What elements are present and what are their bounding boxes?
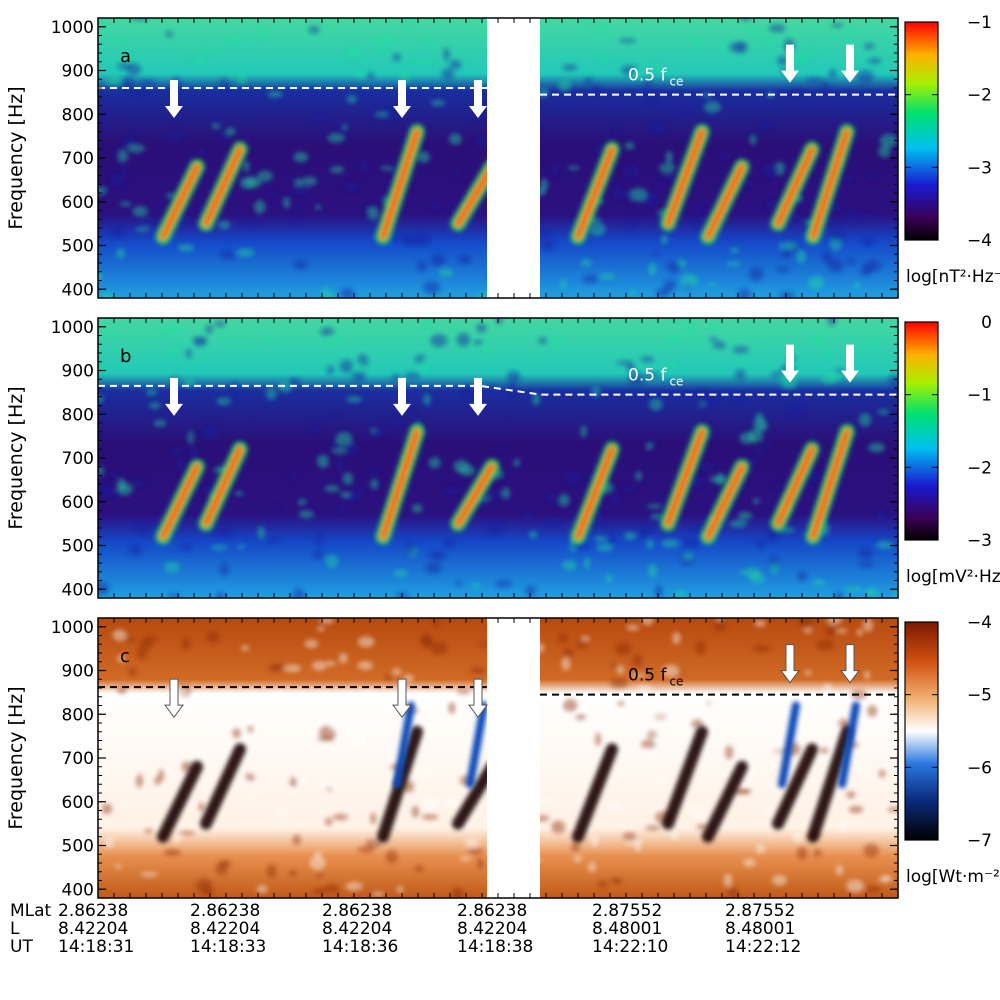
footer-value: 14:18:31: [58, 937, 134, 957]
y-tick-label: 800: [62, 405, 94, 425]
colorbar-tick-label: −3: [967, 158, 992, 178]
y-tick-label: 900: [62, 662, 94, 682]
footer-value: 8.48001: [725, 919, 795, 939]
y-tick-label: 400: [62, 580, 94, 600]
y-tick-label: 500: [62, 537, 94, 557]
down-arrow-icon: [165, 377, 183, 416]
panel-letter: c: [120, 646, 130, 667]
footer-row-label: L: [10, 919, 20, 939]
down-arrow-icon: [393, 80, 411, 118]
footer-value: 8.42204: [322, 919, 392, 939]
colorbar-tick-label: −1: [967, 13, 992, 33]
y-tick-label: 600: [62, 793, 94, 813]
down-arrow-icon: [165, 80, 183, 118]
down-arrow-icon: [780, 644, 800, 684]
panel-letter: b: [120, 346, 131, 367]
footer-row-label: MLat: [10, 901, 52, 921]
colorbar-unit-label: log[nT²·Hz⁻¹]: [906, 267, 1000, 287]
down-arrow-icon: [840, 644, 860, 684]
footer-value: 14:22:10: [592, 937, 668, 957]
footer-value: 2.87552: [592, 901, 662, 921]
down-arrow-icon: [469, 80, 487, 118]
down-arrow-icon: [841, 344, 859, 383]
y-tick-label: 1000: [51, 318, 94, 338]
colorbar-b: 0 −1 −2 −3 log[mV²·Hz⁻¹]: [904, 313, 1000, 587]
footer-row-label: UT: [10, 937, 33, 957]
y-tick-label: 700: [62, 749, 94, 769]
colorbar-unit-label: log[mV²·Hz⁻¹]: [906, 567, 1000, 587]
colorbar-tick-label: −1: [967, 386, 992, 406]
colorbar-unit-label: log[Wt·m⁻²·Hz⁻¹]: [906, 867, 1000, 887]
footer-value: 2.86238: [457, 901, 527, 921]
colorbar-c: −4 −5 −6 −7 log[Wt·m⁻²·Hz⁻¹]: [904, 613, 1000, 887]
footer-value: 14:18:38: [457, 937, 533, 957]
y-tick-label: 900: [62, 62, 94, 82]
footer-value: 14:18:33: [190, 937, 266, 957]
footer-value: 8.42204: [457, 919, 527, 939]
spectrogram-image-c: [98, 618, 898, 898]
y-axis-title: Frequency [Hz]: [5, 386, 27, 529]
down-arrow-icon: [468, 678, 488, 718]
footer-value: 14:18:36: [322, 937, 398, 957]
y-tick-label: 600: [62, 193, 94, 213]
y-tick-label: 700: [62, 449, 94, 469]
y-tick-label: 400: [62, 280, 94, 300]
y-tick-label: 1000: [51, 18, 94, 38]
down-arrow-icon: [393, 377, 411, 416]
colorbar-tick-label: 0: [981, 313, 992, 333]
footer-coordinates: MLatLUT2.862388.4220414:18:312.862388.42…: [10, 901, 801, 957]
colorbar-tick-label: −3: [967, 531, 992, 551]
footer-value: 8.42204: [190, 919, 260, 939]
footer-value: 2.86238: [58, 901, 128, 921]
footer-value: 8.42204: [58, 919, 128, 939]
panel-c: 0.5 f cec1000900800700600500400Frequency …: [5, 613, 1000, 900]
panel-a: 0.5 f cea1000900800700600500400Frequency …: [5, 13, 1000, 300]
colorbar-tick-label: −6: [967, 758, 992, 778]
spectrogram-image-a: [98, 18, 898, 298]
footer-value: 8.48001: [592, 919, 662, 939]
y-tick-label: 800: [62, 105, 94, 125]
down-arrow-icon: [781, 344, 799, 383]
panel-letter: a: [120, 46, 131, 67]
y-tick-label: 400: [62, 880, 94, 900]
y-tick-label: 1000: [51, 618, 94, 638]
colorbar-tick-label: −7: [967, 831, 992, 851]
y-axis-title: Frequency [Hz]: [5, 86, 27, 229]
footer-value: 2.86238: [190, 901, 260, 921]
down-arrow-icon: [781, 44, 799, 83]
down-arrow-icon: [841, 44, 859, 83]
panel-b: 0.5 f ceb1000900800700600500400Frequency …: [5, 313, 1000, 600]
y-tick-label: 700: [62, 149, 94, 169]
colorbar-a: −1 −2 −3 −4 log[nT²·Hz⁻¹]: [904, 13, 1000, 287]
footer-value: 2.87552: [725, 901, 795, 921]
colorbar-tick-label: −5: [967, 686, 992, 706]
down-arrow-icon: [392, 678, 412, 718]
y-tick-label: 800: [62, 705, 94, 725]
down-arrow-icon: [164, 678, 184, 718]
y-tick-label: 600: [62, 493, 94, 513]
half-fce-line: [98, 384, 898, 396]
y-tick-label: 500: [62, 237, 94, 257]
y-tick-label: 900: [62, 362, 94, 382]
footer-value: 2.86238: [322, 901, 392, 921]
footer-value: 14:22:12: [725, 937, 801, 957]
y-axis-title: Frequency [Hz]: [5, 686, 27, 829]
colorbar-tick-label: −2: [967, 458, 992, 478]
y-tick-label: 500: [62, 837, 94, 857]
colorbar-tick-label: −2: [967, 86, 992, 106]
colorbar-tick-label: −4: [967, 613, 992, 633]
spectrogram-image-b: [98, 318, 898, 598]
colorbar-tick-label: −4: [967, 231, 992, 251]
down-arrow-icon: [469, 377, 487, 416]
